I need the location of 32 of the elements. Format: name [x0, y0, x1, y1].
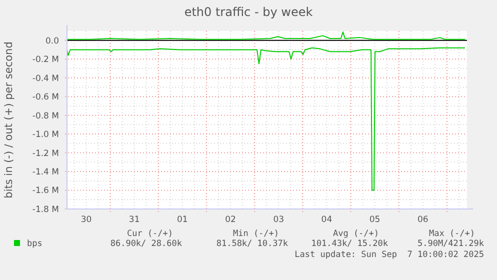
x-tick-label: 31	[128, 215, 140, 225]
text: Cur (-/+)	[126, 229, 174, 239]
y-axis-title: bits in (-) / out (+) per second	[3, 42, 15, 198]
y-tick-label: -1.2 M	[32, 148, 59, 159]
text: 5.90M/421.29k	[417, 239, 484, 249]
line-series	[66, 47, 466, 191]
y-tick-label: -1.6 M	[32, 186, 59, 196]
chart-title: eth0 traffic - by week	[184, 5, 313, 19]
y-tick-label: 0.0	[45, 36, 59, 46]
text: Max (-/+)	[428, 229, 476, 239]
line-series	[66, 31, 466, 40]
y-tick-label: -1.4 M	[32, 168, 59, 178]
text: 101.43k/ 15.20k	[311, 239, 388, 249]
x-tick-label: 03	[273, 215, 284, 225]
text: Min (-/+)	[232, 229, 280, 239]
text: Last update: Sun Sep 7 10:00:02 2025	[294, 250, 484, 260]
text: 81.58k/ 10.37k	[216, 239, 288, 249]
x-tick-label: 05	[369, 215, 380, 225]
y-tick-label: -0.2 M	[32, 55, 59, 66]
y-tick-label: -0.6 M	[32, 92, 59, 103]
y-tick-label: -1.8 M	[32, 204, 59, 215]
x-tick-label: 06	[418, 215, 428, 225]
x-tick-label: 01	[177, 215, 188, 225]
y-tick-label: -1.0 M	[32, 130, 59, 140]
x-tick-label: 30	[80, 215, 92, 225]
text: Avg (-/+)	[332, 229, 380, 239]
y-tick-label: -0.8 M	[32, 111, 59, 122]
x-tick-label: 04	[321, 215, 332, 225]
y-tick-label: -0.4 M	[32, 74, 59, 84]
legend-label: bps	[27, 239, 42, 249]
text: 86.90k/ 28.60k	[110, 239, 182, 249]
x-tick-label: 02	[225, 215, 236, 225]
